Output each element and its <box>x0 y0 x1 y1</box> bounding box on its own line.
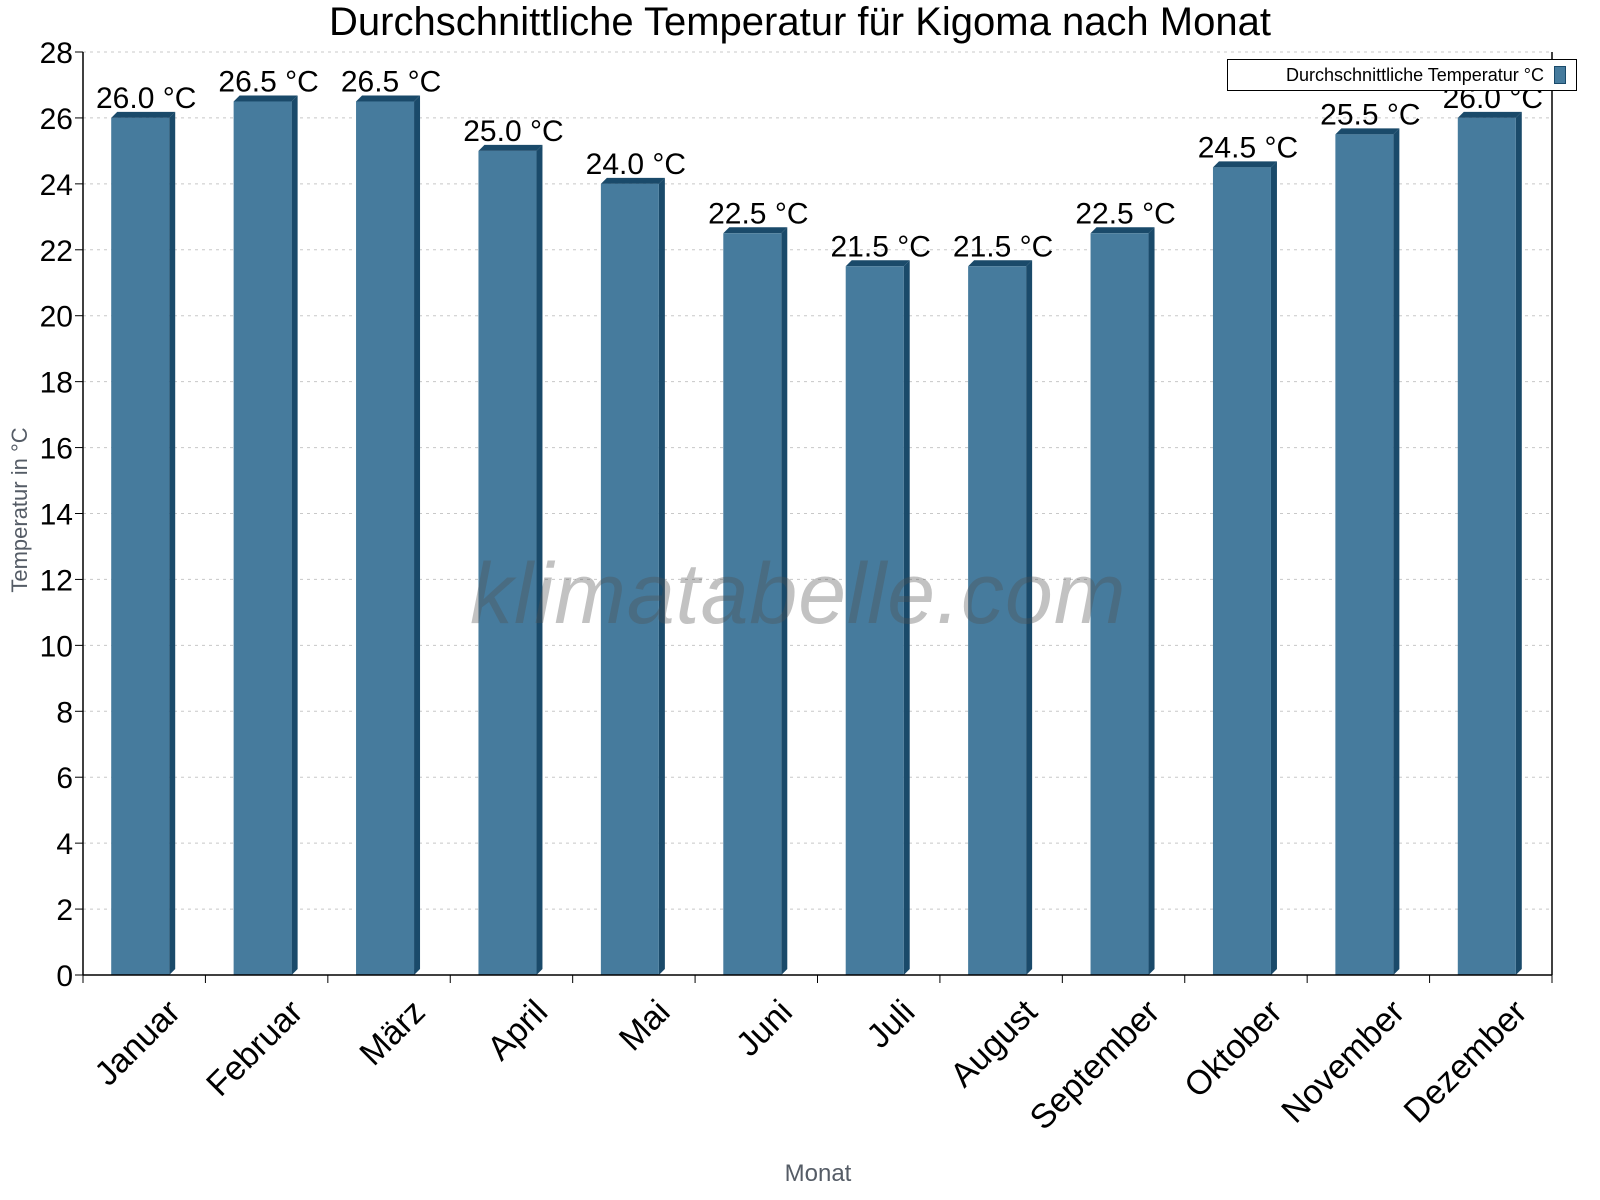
data-label: 22.5 °C <box>708 197 808 230</box>
x-tick-label: März <box>352 993 432 1073</box>
bar-series <box>111 95 1522 976</box>
legend-label: Durchschnittliche Temperatur °C <box>1286 64 1544 85</box>
watermark: klimatabelle.com <box>470 546 1127 642</box>
x-tick-label: Februar <box>199 993 310 1104</box>
bar <box>356 95 421 976</box>
x-tick-label: Januar <box>87 993 187 1093</box>
y-tick-label: 28 <box>40 37 73 70</box>
bar <box>600 177 665 975</box>
bar <box>1335 128 1400 976</box>
y-tick-label: 8 <box>56 696 73 729</box>
y-tick-label: 24 <box>40 169 73 202</box>
x-tick-label: Juli <box>859 993 922 1056</box>
data-label: 24.5 °C <box>1198 131 1298 164</box>
data-label: 25.5 °C <box>1320 98 1420 131</box>
data-label: 25.0 °C <box>463 115 563 148</box>
y-tick-label: 14 <box>40 499 73 532</box>
bar <box>845 260 910 976</box>
bar <box>478 144 543 976</box>
bar <box>723 227 788 975</box>
bar <box>233 95 298 976</box>
y-tick-label: 12 <box>40 564 73 597</box>
x-tick-label: Dezember <box>1397 993 1535 1131</box>
data-label: 21.5 °C <box>953 230 1053 263</box>
gridlines <box>83 51 1552 910</box>
x-tick-label: Mai <box>612 993 678 1059</box>
x-tick-label: Juni <box>729 993 800 1064</box>
y-tick-label: 26 <box>40 103 73 136</box>
x-tick-label: August <box>943 992 1045 1094</box>
x-axis-ticks: Januar Februar März April Mai Juni Juli AugustS… <box>82 975 1553 1137</box>
x-tick-label: September <box>1023 993 1167 1137</box>
data-label: 26.5 °C <box>218 65 318 98</box>
bar <box>1212 161 1277 975</box>
legend: Durchschnittliche Temperatur °C <box>1227 59 1577 91</box>
data-label: 21.5 °C <box>831 230 931 263</box>
data-label: 26.0 °C <box>96 82 196 115</box>
data-label: 24.0 °C <box>586 148 686 181</box>
y-tick-label: 18 <box>40 367 73 400</box>
bar <box>968 260 1033 976</box>
x-tick-label: Oktober <box>1177 993 1289 1105</box>
legend-swatch <box>1554 66 1566 84</box>
y-tick-label: 20 <box>40 301 73 334</box>
data-labels: 26.0 °C 26.5 °C 26.5 °C 25.0 °C 24.0 °C 22.5 … <box>96 65 1543 263</box>
chart-title: Durchschnittliche Temperatur für Kigoma … <box>329 0 1271 44</box>
y-tick-label: 10 <box>40 630 73 663</box>
data-label: 22.5 °C <box>1075 197 1175 230</box>
y-tick-label: 22 <box>40 235 73 268</box>
bar <box>1457 111 1522 975</box>
y-axis-title: Temperatur in °C <box>7 427 32 593</box>
bar <box>1090 227 1155 975</box>
bar <box>111 111 176 975</box>
y-tick-label: 2 <box>56 894 73 927</box>
y-tick-label: 6 <box>56 762 73 795</box>
y-tick-label: 0 <box>56 960 73 993</box>
y-tick-label: 16 <box>40 433 73 466</box>
x-tick-label: November <box>1274 993 1412 1131</box>
y-tick-label: 4 <box>56 828 73 861</box>
data-label: 26.5 °C <box>341 65 441 98</box>
x-axis-title: Monat <box>784 1160 852 1187</box>
x-tick-label: April <box>480 993 555 1068</box>
